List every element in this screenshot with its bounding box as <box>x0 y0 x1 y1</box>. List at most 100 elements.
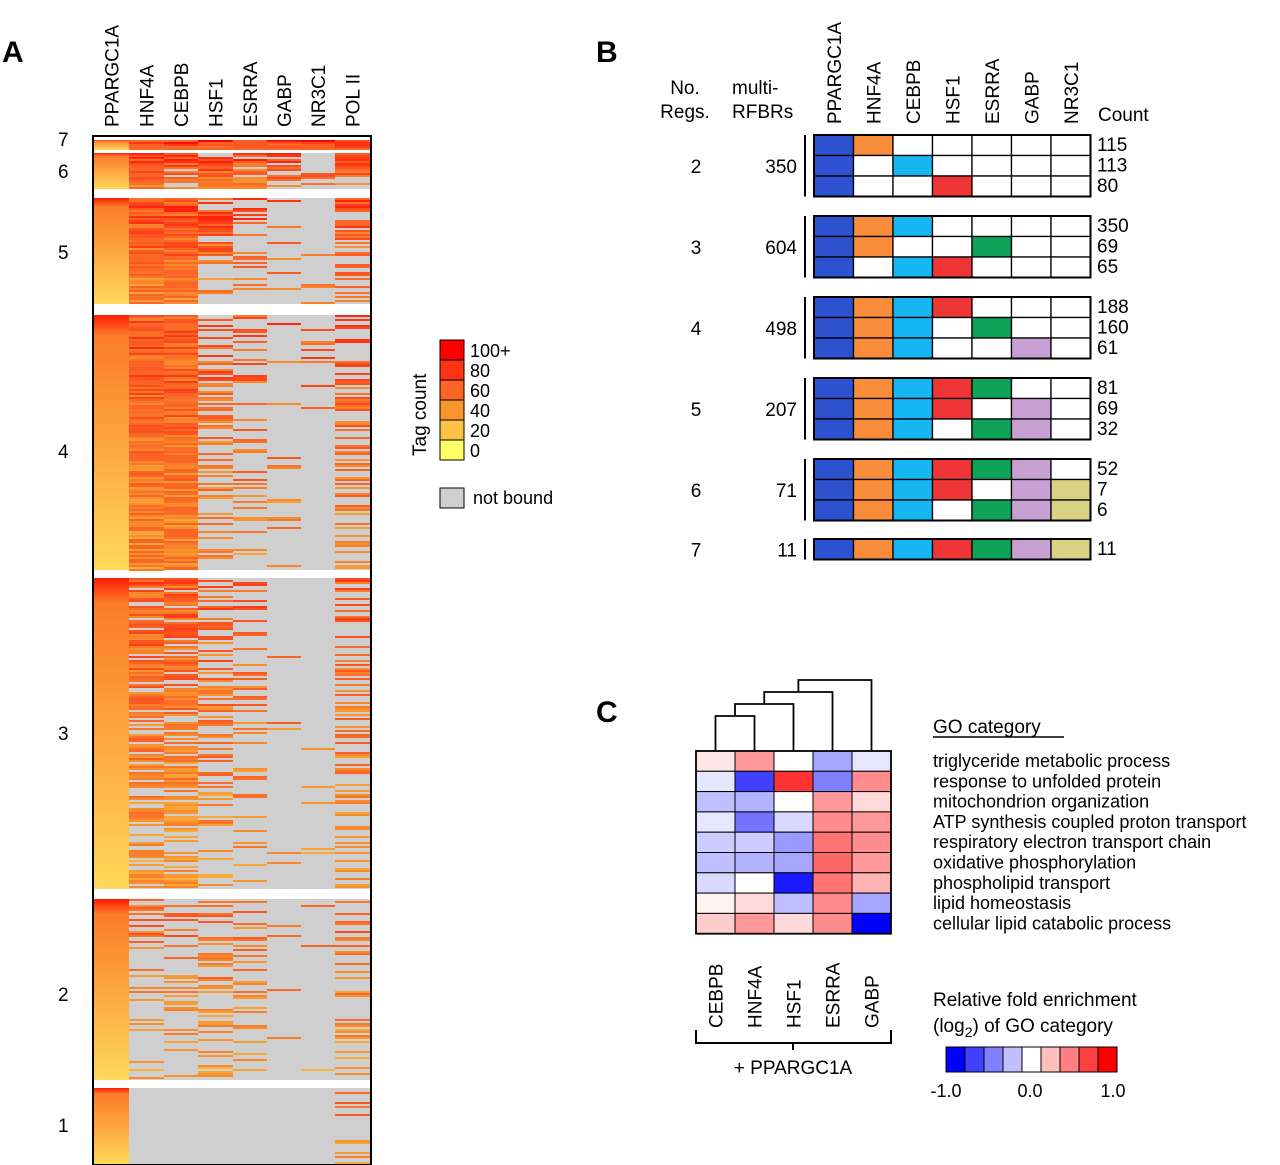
heatmap-line <box>129 153 164 155</box>
heatmap-line <box>129 477 164 479</box>
combination-cell <box>813 499 855 522</box>
heatmap-line <box>335 991 370 993</box>
heatmap-line <box>164 724 198 726</box>
heatmap-line <box>129 860 164 862</box>
heatmap-line <box>198 786 233 788</box>
heatmap-line <box>198 329 233 331</box>
heatmap-line <box>129 142 164 144</box>
combination-cell <box>931 538 973 561</box>
heatmap-line <box>233 961 267 963</box>
heatmap-line <box>129 662 164 664</box>
combination-cell <box>1050 316 1092 339</box>
heatmap-line <box>335 173 370 175</box>
heatmap-line <box>198 232 233 234</box>
heatmap-line <box>198 218 233 220</box>
go-heatmap-cell <box>812 770 853 793</box>
combination-cell <box>892 538 934 561</box>
heatmap-line <box>233 710 267 712</box>
heatmap-line <box>164 325 198 327</box>
heatmap-line <box>267 925 301 927</box>
heatmap-line <box>129 179 164 181</box>
heatmap-line <box>233 379 267 381</box>
heatmap-group-2 <box>94 899 370 1080</box>
heatmap-line <box>335 670 370 672</box>
heatmap-line <box>198 181 233 183</box>
heatmap-line <box>164 658 198 660</box>
heatmap-line <box>198 224 233 226</box>
go-heatmap-cell <box>773 912 814 935</box>
heatmap-line <box>198 242 233 244</box>
heatmap-cell-bg <box>129 140 164 150</box>
heatmap-line <box>129 674 164 676</box>
heatmap-line <box>129 947 164 949</box>
heatmap-line <box>198 140 233 142</box>
heatmap-line <box>164 668 198 670</box>
heatmap-line <box>164 393 198 395</box>
heatmap-line <box>267 323 301 325</box>
heatmap-line <box>129 594 164 596</box>
ppargc1a-bracket <box>695 1030 892 1050</box>
heatmap-line <box>129 533 164 535</box>
panel-c-dendrogram <box>714 679 873 751</box>
heatmap-line <box>129 782 164 784</box>
heatmap-line <box>129 772 164 774</box>
heatmap-line <box>335 232 370 234</box>
heatmap-cell-bg <box>267 198 301 304</box>
heatmap-line <box>335 1162 370 1164</box>
group-label-6: 6 <box>58 162 69 183</box>
heatmap-line <box>233 688 267 690</box>
combination-cell <box>813 478 855 501</box>
heatmap-line <box>129 630 164 632</box>
heatmap-line <box>129 553 164 555</box>
heatmap-cell-bg <box>164 1088 198 1164</box>
heatmap-line <box>233 262 267 264</box>
multi-rfbrs-value: 604 <box>765 238 797 259</box>
heatmap-line <box>164 913 198 915</box>
count-value: 32 <box>1097 419 1118 440</box>
heatmap-line <box>129 592 164 594</box>
heatmap-line <box>164 588 198 590</box>
heatmap-line <box>335 734 370 736</box>
heatmap-line <box>129 738 164 740</box>
heatmap-line <box>164 929 198 931</box>
heatmap-line <box>164 228 198 230</box>
heatmap-line <box>129 481 164 483</box>
ppargc1a-cell-block <box>94 153 129 189</box>
heatmap-line <box>164 555 198 557</box>
heatmap-line <box>198 167 233 169</box>
heatmap-line <box>129 531 164 533</box>
heatmap-line <box>129 242 164 244</box>
heatmap-line <box>164 876 198 878</box>
heatmap-line <box>129 367 164 369</box>
heatmap-line <box>164 915 198 917</box>
heatmap-line <box>129 270 164 272</box>
heatmap-line <box>233 584 267 586</box>
heatmap-line <box>233 549 267 551</box>
enrichment-min-label: -1.0 <box>930 1081 961 1101</box>
heatmap-line <box>164 254 198 256</box>
heatmap-line <box>335 668 370 670</box>
enrichment-scale-swatch <box>1078 1046 1099 1073</box>
heatmap-line <box>301 142 335 144</box>
heatmap-line <box>129 463 164 465</box>
heatmap-line <box>129 642 164 644</box>
heatmap-line <box>267 501 301 503</box>
heatmap-line <box>335 477 370 479</box>
heatmap-line <box>164 806 198 808</box>
heatmap-cell-bg <box>198 899 233 1080</box>
heatmap-line <box>164 177 198 179</box>
heatmap-line <box>198 716 233 718</box>
heatmap-line <box>198 736 233 738</box>
combination-cell <box>931 316 973 339</box>
heatmap-line <box>198 1009 233 1011</box>
heatmap-line <box>233 939 267 941</box>
enrichment-legend-title-line2: (log2) of GO category <box>933 1016 1113 1040</box>
heatmap-line <box>164 262 198 264</box>
count-value: 81 <box>1097 378 1118 399</box>
go-category-label: cellular lipid catabolic process <box>933 913 1171 933</box>
go-heatmap-cell <box>695 811 736 833</box>
combination-cell <box>892 215 934 238</box>
heatmap-line <box>198 161 233 163</box>
heatmap-line <box>164 700 198 702</box>
heatmap-line <box>129 511 164 513</box>
